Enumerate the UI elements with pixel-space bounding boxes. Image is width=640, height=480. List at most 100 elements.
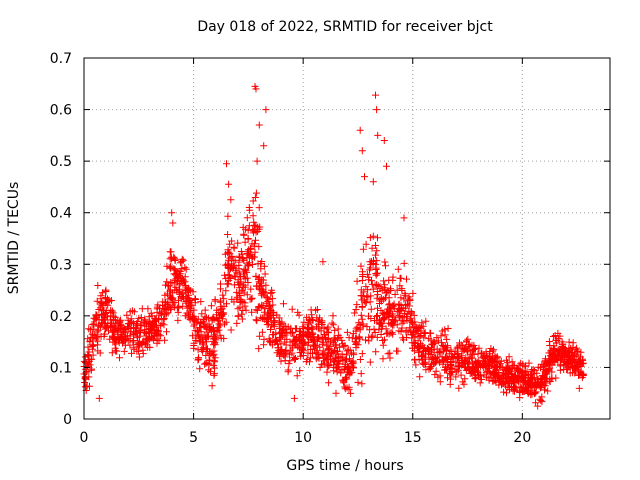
data-point [130,331,137,338]
data-point [288,305,296,313]
data-point [541,357,549,365]
data-point [476,379,484,387]
y-tick-label: 0.5 [50,154,72,170]
y-tick-label: 0.1 [50,360,72,376]
data-point [319,347,327,355]
data-point [163,262,171,270]
data-point [224,246,232,254]
data-point [348,334,356,342]
data-point [427,360,435,368]
data-point [453,344,461,352]
data-point [358,315,366,323]
data-point [169,219,177,227]
data-point [428,346,435,354]
data-point [558,343,566,351]
data-point [274,340,282,348]
data-point [242,267,250,275]
data-point [166,255,174,263]
data-point [564,348,572,355]
data-point [279,332,286,340]
data-point [358,303,366,311]
data-point [493,353,501,361]
data-point [110,312,118,320]
data-point [252,189,260,197]
data-point [88,365,95,373]
data-point [98,319,106,327]
data-point [380,314,388,322]
data-point [453,368,461,376]
data-point [314,334,322,342]
data-point [373,106,381,114]
y-tick-label: 0.3 [50,257,72,273]
data-point [328,319,336,327]
data-point [358,350,366,358]
data-point [290,354,298,362]
data-point [359,320,367,328]
data-point [101,295,109,303]
data-point [521,374,529,382]
data-point [325,379,333,387]
data-point [309,350,316,358]
data-point [380,277,388,285]
data-point [240,281,248,289]
data-point [248,240,256,248]
data-point [390,300,398,308]
data-point [251,248,259,256]
data-point [370,325,378,333]
data-point [321,350,329,358]
data-point [377,331,385,338]
data-point [260,341,268,349]
data-point [372,271,380,279]
data-point [100,332,108,340]
data-point [448,352,456,360]
data-point [262,106,270,114]
data-point [240,230,248,238]
data-point [565,338,573,346]
data-point [334,325,342,333]
data-point [538,381,545,389]
data-point [280,351,288,359]
data-point [400,295,408,303]
data-point [253,317,261,325]
data-point [220,335,228,343]
data-point [341,385,349,393]
data-point [190,306,198,314]
data-point [234,278,242,286]
data-point [429,356,437,364]
data-point [505,353,513,361]
chart-title: Day 018 of 2022, SRMTID for receiver bjc… [197,19,493,35]
x-tick-label: 5 [189,430,198,446]
data-point [369,332,377,340]
data-point [373,247,381,255]
data-point [205,314,213,322]
data-point [302,358,310,366]
data-point [100,307,108,314]
data-point [478,376,486,383]
data-point [385,294,393,302]
data-point [428,355,436,363]
data-point [529,366,537,373]
data-point [222,275,230,283]
data-point [369,285,377,293]
data-point [277,320,285,328]
data-point [225,261,233,269]
y-tick-label: 0 [63,412,72,428]
data-point [455,363,463,371]
data-point [382,262,389,270]
data-point [147,309,155,317]
data-point [522,384,529,392]
data-point [319,258,327,266]
data-point [356,126,364,134]
data-point [312,355,320,363]
data-point [267,314,275,322]
data-point [552,336,560,344]
data-point [163,328,170,336]
data-points [80,82,587,410]
data-point [291,336,299,344]
data-point [481,354,489,362]
data-point [125,324,133,332]
data-point [343,328,351,336]
data-point [210,371,218,379]
data-point [444,374,451,382]
data-point [199,339,207,347]
